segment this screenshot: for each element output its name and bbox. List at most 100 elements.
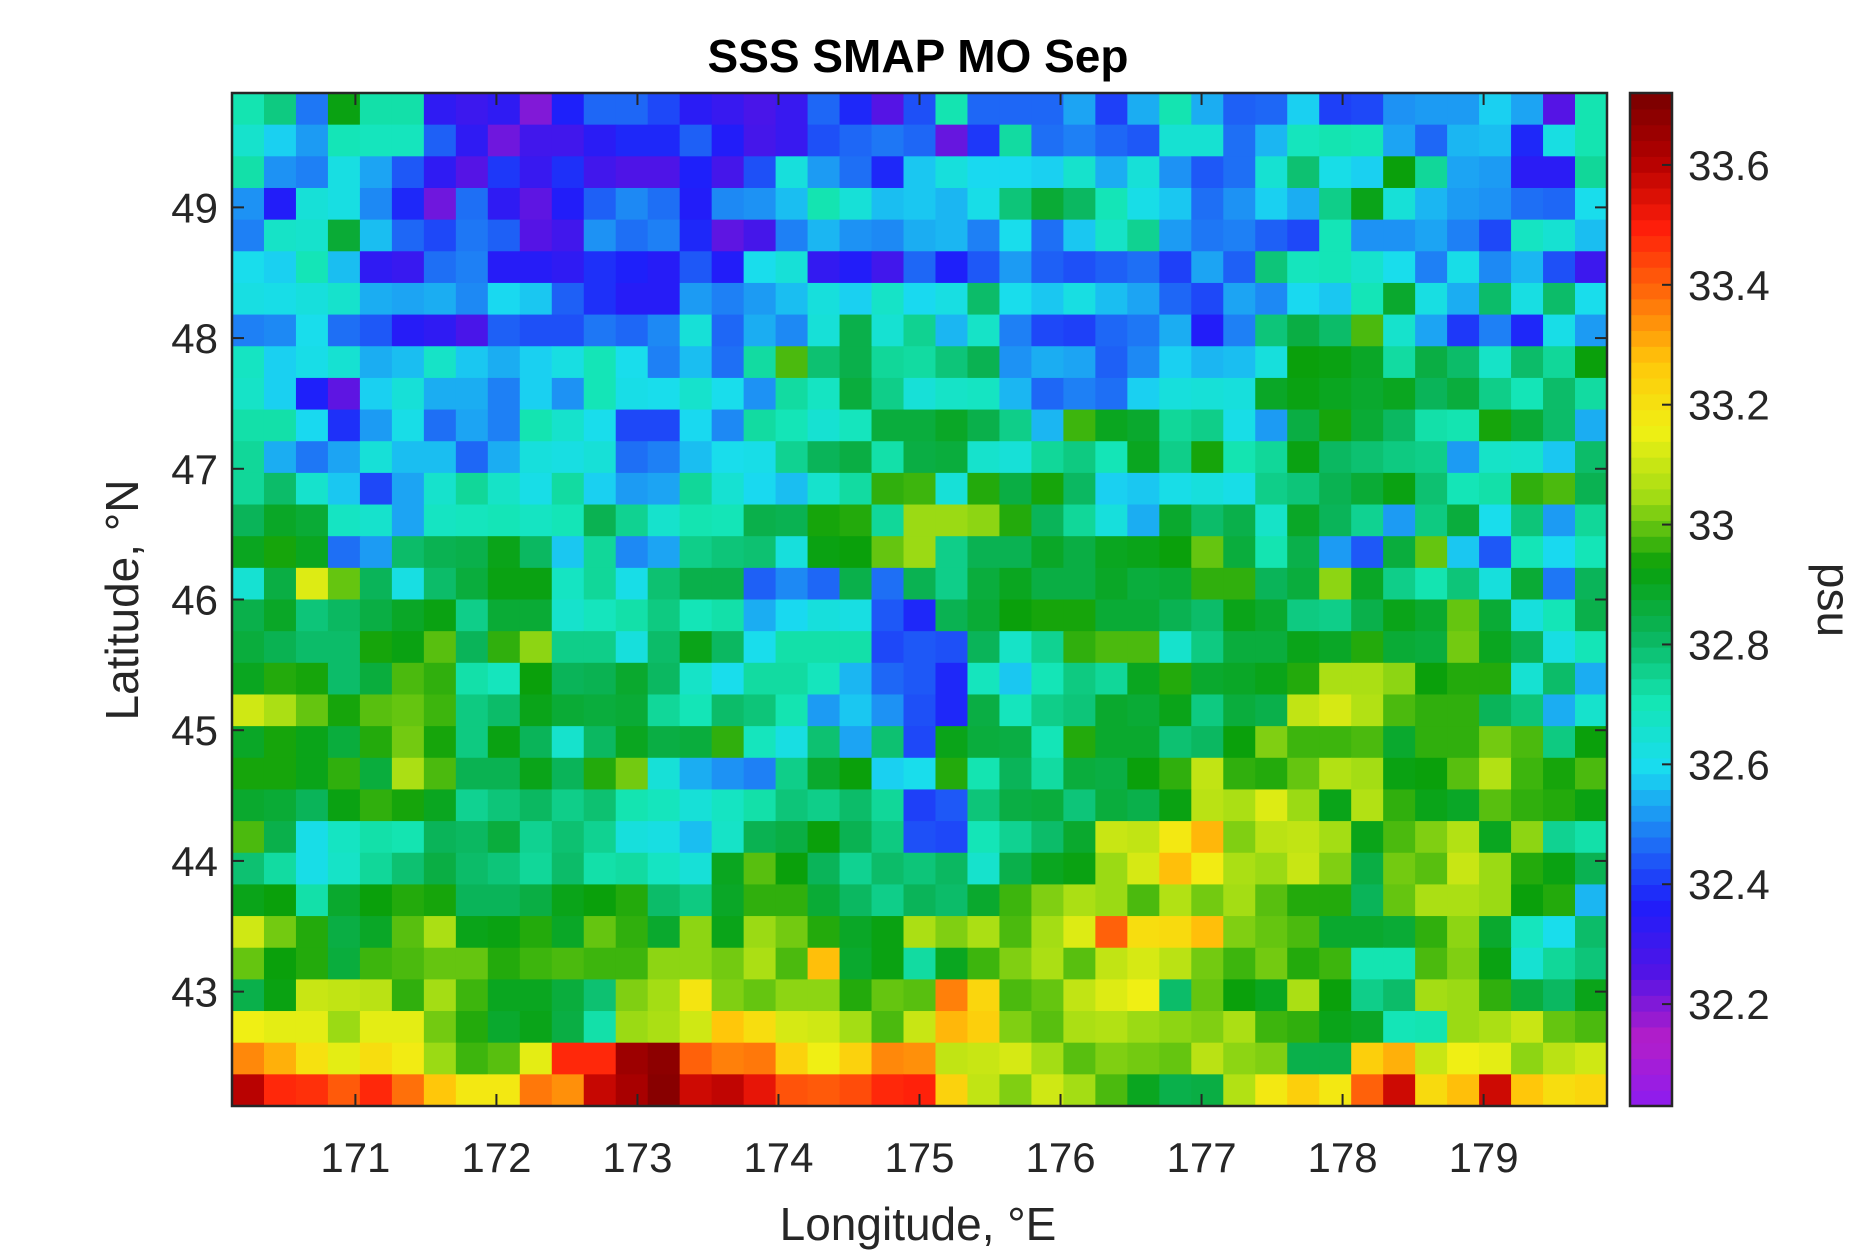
heatmap-cell — [807, 1011, 841, 1044]
heatmap-cell — [1159, 884, 1192, 917]
heatmap-cell — [1191, 93, 1224, 126]
heatmap-cell — [1511, 251, 1544, 284]
heatmap-cell — [423, 504, 457, 537]
heatmap-cell — [263, 251, 297, 284]
heatmap-cell — [1383, 1011, 1416, 1044]
colorbar-swatch — [1630, 741, 1672, 759]
heatmap-cell — [807, 599, 841, 632]
heatmap-cell — [1287, 93, 1320, 126]
heatmap-cell — [1255, 187, 1288, 221]
heatmap-cell — [583, 251, 617, 284]
heatmap-cell — [1191, 567, 1224, 601]
heatmap-cell — [1575, 314, 1608, 347]
heatmap-cell — [1511, 124, 1544, 157]
heatmap-cell — [1575, 631, 1608, 664]
heatmap-cell — [1063, 789, 1096, 822]
heatmap-cell — [903, 662, 937, 696]
heatmap-cell — [615, 536, 649, 569]
colorbar-swatch — [1630, 457, 1672, 474]
heatmap-cell — [1351, 884, 1384, 917]
heatmap-cell — [1511, 1011, 1544, 1044]
heatmap-cell — [679, 472, 713, 506]
heatmap-cell — [1447, 346, 1480, 379]
heatmap-cell — [615, 567, 649, 601]
heatmap-cell — [1255, 789, 1288, 822]
heatmap-cell — [647, 884, 681, 917]
heatmap-cell — [1159, 219, 1192, 252]
heatmap-cell — [583, 884, 617, 917]
heatmap-cell — [647, 219, 681, 252]
heatmap-cell — [1319, 1042, 1352, 1075]
colorbar-tick-label: 32.4 — [1688, 861, 1770, 908]
heatmap-cell — [647, 1011, 681, 1044]
heatmap-cell — [743, 726, 777, 759]
heatmap-cell — [359, 536, 393, 569]
heatmap-cell — [1031, 979, 1064, 1012]
heatmap-cell — [391, 124, 425, 157]
heatmap-cell — [1479, 916, 1512, 949]
heatmap-cell — [455, 472, 489, 506]
x-tick-label: 177 — [1167, 1134, 1237, 1181]
heatmap-cell — [615, 884, 649, 917]
heatmap-cell — [903, 377, 937, 411]
heatmap-cell — [423, 947, 457, 980]
heatmap-cell — [1127, 726, 1160, 759]
heatmap-cell — [423, 346, 457, 379]
heatmap-cell — [1447, 187, 1480, 221]
heatmap-cell — [1351, 536, 1384, 569]
heatmap-cell — [1351, 472, 1384, 506]
heatmap-cell — [263, 567, 297, 601]
heatmap-cell — [1319, 726, 1352, 759]
x-tick-label: 171 — [320, 1134, 390, 1181]
heatmap-cell — [1287, 251, 1320, 284]
heatmap-cell — [1127, 187, 1160, 221]
heatmap-cell — [935, 187, 969, 221]
heatmap-cell — [295, 694, 329, 727]
heatmap-cell — [1511, 1042, 1544, 1075]
heatmap-cell — [583, 599, 617, 632]
heatmap-cell — [1575, 1074, 1608, 1107]
heatmap-cell — [551, 979, 585, 1012]
heatmap-cell — [935, 441, 969, 474]
heatmap-cell — [487, 282, 521, 316]
heatmap-cell — [1255, 694, 1288, 727]
heatmap-cell — [583, 662, 617, 696]
colorbar-swatch — [1630, 646, 1672, 664]
heatmap-cell — [423, 441, 457, 474]
heatmap-cell — [1511, 314, 1544, 347]
heatmap-cell — [1511, 789, 1544, 822]
heatmap-cell — [647, 124, 681, 157]
heatmap-cell — [263, 346, 297, 379]
heatmap-cell — [711, 726, 745, 759]
heatmap-cell — [1447, 567, 1480, 601]
heatmap-cell — [551, 694, 585, 727]
heatmap-cell — [359, 757, 393, 791]
heatmap-cell — [1287, 821, 1320, 854]
heatmap-cell — [327, 346, 361, 379]
heatmap-cell — [775, 251, 809, 284]
heatmap-cell — [839, 631, 873, 664]
heatmap-cell — [295, 631, 329, 664]
heatmap-cell — [1031, 441, 1064, 474]
heatmap-cell — [519, 409, 553, 442]
heatmap-cell — [1255, 93, 1288, 126]
heatmap-cell — [1287, 947, 1320, 980]
heatmap-cell — [1127, 821, 1160, 854]
heatmap-cell — [839, 726, 873, 759]
heatmap-cell — [679, 599, 713, 632]
heatmap-cell — [455, 219, 489, 252]
heatmap-cell — [1223, 694, 1256, 727]
heatmap-cell — [1063, 314, 1096, 347]
heatmap-cell — [391, 852, 425, 886]
heatmap-cell — [1287, 409, 1320, 442]
y-tick-label: 47 — [171, 446, 218, 493]
heatmap-cell — [999, 852, 1033, 886]
heatmap-cell — [263, 789, 297, 822]
heatmap-cell — [295, 916, 329, 949]
heatmap-cell — [359, 916, 393, 949]
heatmap-cell — [1063, 251, 1096, 284]
heatmap-cell — [1127, 409, 1160, 442]
heatmap-cell — [1447, 947, 1480, 980]
heatmap-cell — [1511, 377, 1544, 411]
heatmap-cell — [871, 979, 905, 1012]
